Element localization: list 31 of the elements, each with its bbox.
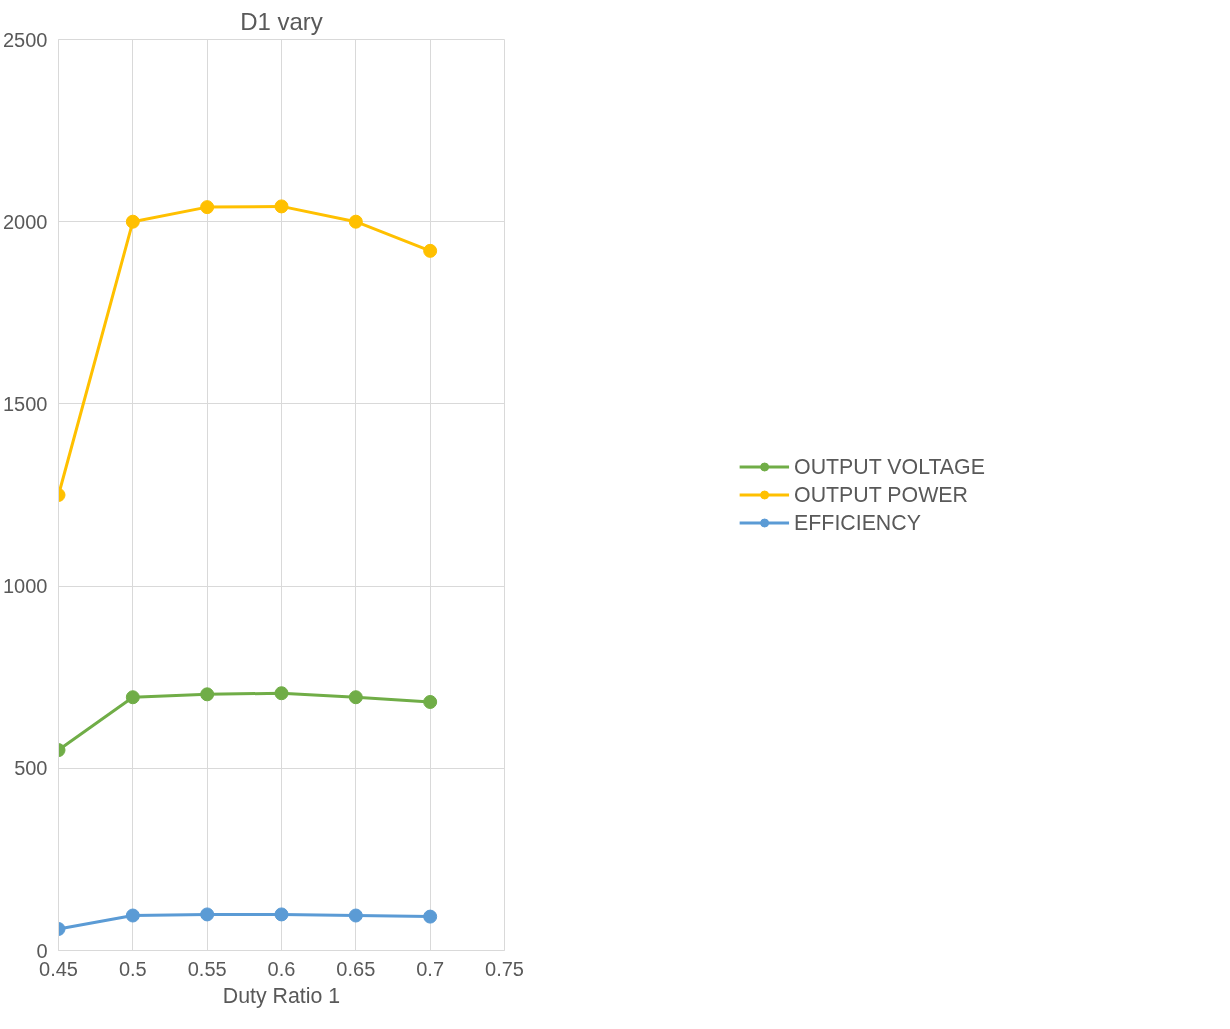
y-tick-label: 500 <box>14 757 48 780</box>
point <box>423 909 438 924</box>
chart-title: D1 vary <box>240 7 323 35</box>
legend-label: OUTPUT VOLTAGE <box>794 454 985 479</box>
x-tick-label: 0.75 <box>485 957 524 980</box>
legend-label: OUTPUT POWER <box>794 482 968 507</box>
x-tick-label: 0.5 <box>118 957 147 980</box>
point <box>348 908 363 923</box>
point <box>125 908 140 923</box>
point <box>348 214 363 229</box>
point <box>274 199 289 214</box>
x-tick-label: 0.6 <box>267 957 296 980</box>
legend-label: EFFICIENCY <box>794 510 921 535</box>
x-tick-label: 0.55 <box>187 957 227 980</box>
y-tick-label: 1000 <box>3 575 48 598</box>
point <box>423 694 438 709</box>
point <box>423 243 438 258</box>
point <box>200 687 215 702</box>
y-tick-label: 2000 <box>3 210 48 233</box>
point <box>348 690 363 705</box>
point <box>125 214 140 229</box>
point <box>125 690 140 705</box>
x-tick-label: 0.65 <box>336 957 376 980</box>
y-tick-label: 2500 <box>3 28 48 51</box>
y-tick-label: 1500 <box>3 392 48 415</box>
x-tick-label: 0.7 <box>416 957 445 980</box>
point <box>200 200 215 215</box>
point <box>274 686 289 701</box>
x-axis-title: Duty Ratio 1 <box>222 983 341 1008</box>
point <box>200 907 215 922</box>
point <box>274 907 289 922</box>
